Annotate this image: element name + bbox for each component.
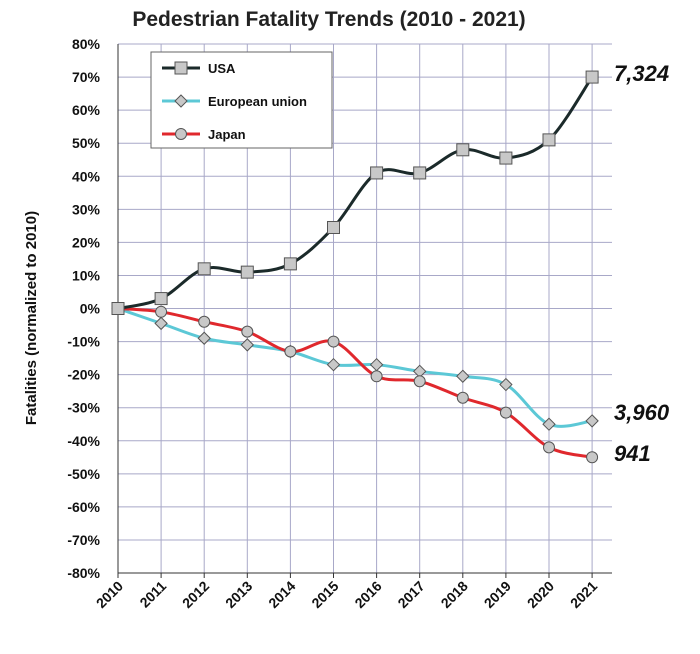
data-point (284, 345, 297, 358)
data-point (543, 441, 555, 454)
chart-title: Pedestrian Fatality Trends (2010 - 2021) (132, 8, 525, 31)
data-point (240, 265, 254, 279)
legend: USA European union Japan (150, 51, 333, 149)
x-tick-label: 2016 (351, 578, 384, 611)
data-point (327, 220, 340, 234)
data-point (499, 151, 513, 165)
data-point (499, 377, 513, 392)
data-point (197, 262, 211, 276)
y-tick-label: 70% (72, 69, 101, 85)
data-point (198, 315, 211, 328)
data-point (456, 391, 469, 404)
series-line (117, 307, 593, 428)
series-usa (111, 70, 599, 315)
y-tick-label: -50% (67, 466, 100, 482)
data-point (542, 417, 556, 431)
x-tick-label: 2014 (265, 578, 298, 611)
data-point (154, 292, 168, 306)
legend-label: USA (208, 61, 236, 76)
y-tick-label: -30% (67, 400, 100, 416)
y-tick-label: 20% (72, 234, 101, 250)
x-tick-label: 2013 (222, 578, 255, 611)
y-tick-label: 60% (72, 102, 101, 118)
data-point (585, 414, 599, 428)
y-tick-label: 50% (72, 135, 101, 151)
legend-label: European union (208, 94, 307, 109)
x-tick-label: 2012 (179, 578, 212, 611)
y-tick-label: 30% (72, 201, 101, 217)
series-japan (112, 302, 599, 464)
y-tick-label: -10% (67, 334, 100, 350)
y-axis-label: Fatalities (normalized to 2010) (23, 211, 40, 425)
x-tick-label: 2019 (481, 578, 514, 611)
y-tick-label: 80% (72, 36, 101, 52)
end-value-label: 7,324 (614, 61, 669, 86)
data-point (154, 316, 168, 331)
legend-item: European union (162, 94, 307, 109)
series-line (117, 307, 593, 459)
y-tick-label: 10% (72, 267, 101, 283)
data-point (326, 357, 341, 372)
legend-marker (175, 128, 187, 140)
y-tick-label: 0% (80, 301, 101, 317)
axes: 80% 70% 60% 50% 40% 30% 20% 10% 0% -10% -20% -30% -4… (67, 36, 612, 611)
x-tick-label: 2011 (136, 578, 169, 611)
y-tick-label: -40% (67, 433, 100, 449)
end-value-label: 3,960 (614, 400, 670, 425)
series-european-union (111, 301, 599, 431)
legend-marker (174, 94, 188, 108)
data-point (240, 338, 255, 352)
y-tick-label: -70% (67, 532, 100, 548)
y-tick-label: -60% (67, 499, 100, 515)
x-tick-label: 2018 (438, 578, 471, 611)
y-tick-label: 40% (72, 168, 101, 184)
legend-item: Japan (162, 127, 246, 142)
x-tick-label: 2017 (394, 578, 427, 611)
legend-item: USA (162, 61, 236, 76)
data-point (499, 406, 512, 419)
data-point (413, 375, 426, 388)
data-point (586, 451, 599, 464)
data-point (155, 305, 168, 318)
data-point (542, 133, 556, 147)
data-point (111, 302, 125, 315)
x-tick-label: 2015 (308, 578, 341, 611)
data-point (369, 357, 384, 372)
data-point (370, 370, 383, 383)
x-tick-label: 2020 (524, 578, 557, 611)
data-point (327, 335, 340, 348)
data-point (585, 70, 599, 84)
data-point (370, 166, 384, 180)
data-point (283, 257, 297, 271)
end-value-label: 941 (614, 441, 651, 466)
x-tick-label: 2010 (93, 578, 126, 611)
data-point (413, 166, 427, 180)
legend-label: Japan (208, 127, 246, 142)
x-tick-label: 2021 (567, 578, 600, 611)
y-tick-label: -80% (67, 565, 100, 581)
data-point (456, 369, 470, 383)
data-point (197, 331, 211, 345)
series-layer: 7,324 3,960 941 (111, 61, 670, 466)
y-tick-label: -20% (67, 367, 100, 383)
data-point (241, 325, 254, 338)
data-point (456, 143, 470, 157)
legend-marker (174, 61, 188, 75)
